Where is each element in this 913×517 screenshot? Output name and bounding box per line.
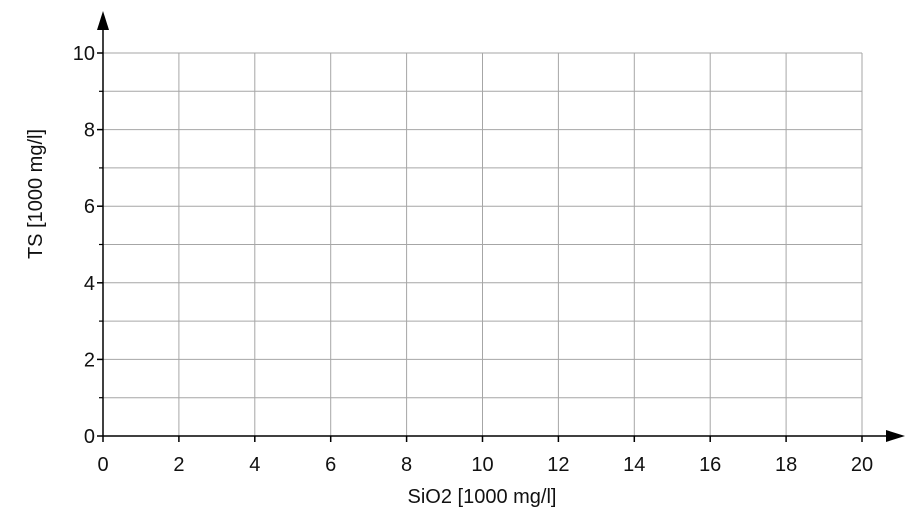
x-tick-label: 16 bbox=[699, 454, 721, 476]
x-tick-label: 18 bbox=[775, 454, 797, 476]
x-axis-arrow-icon bbox=[886, 430, 905, 442]
x-tick-label: 2 bbox=[173, 454, 184, 476]
axes-layer bbox=[97, 11, 905, 442]
y-tick-label: 8 bbox=[84, 120, 95, 142]
x-tick-label: 6 bbox=[325, 454, 336, 476]
x-tick-label: 8 bbox=[401, 454, 412, 476]
grid-layer bbox=[103, 52, 863, 436]
x-tick-label: 10 bbox=[471, 454, 493, 476]
y-tick-label: 0 bbox=[84, 426, 95, 448]
x-tick-label: 12 bbox=[547, 454, 569, 476]
y-axis-arrow-icon bbox=[97, 11, 109, 30]
x-axis-title: SiO2 [1000 mg/l] bbox=[408, 486, 557, 508]
y-tick-label: 4 bbox=[84, 273, 95, 295]
y-axis-title: TS [1000 mg/l] bbox=[25, 129, 47, 259]
y-tick-label: 2 bbox=[84, 349, 95, 371]
y-tick-label: 6 bbox=[84, 196, 95, 218]
x-tick-label: 14 bbox=[623, 454, 645, 476]
y-tick-label: 10 bbox=[73, 43, 95, 65]
tick-layer: 0 2 4 6 8 10 12 14 16 18 20 0 2 4 6 8 10 bbox=[73, 43, 873, 476]
x-tick-label: 20 bbox=[851, 454, 873, 476]
x-tick-label: 0 bbox=[97, 454, 108, 476]
x-tick-label: 4 bbox=[249, 454, 260, 476]
